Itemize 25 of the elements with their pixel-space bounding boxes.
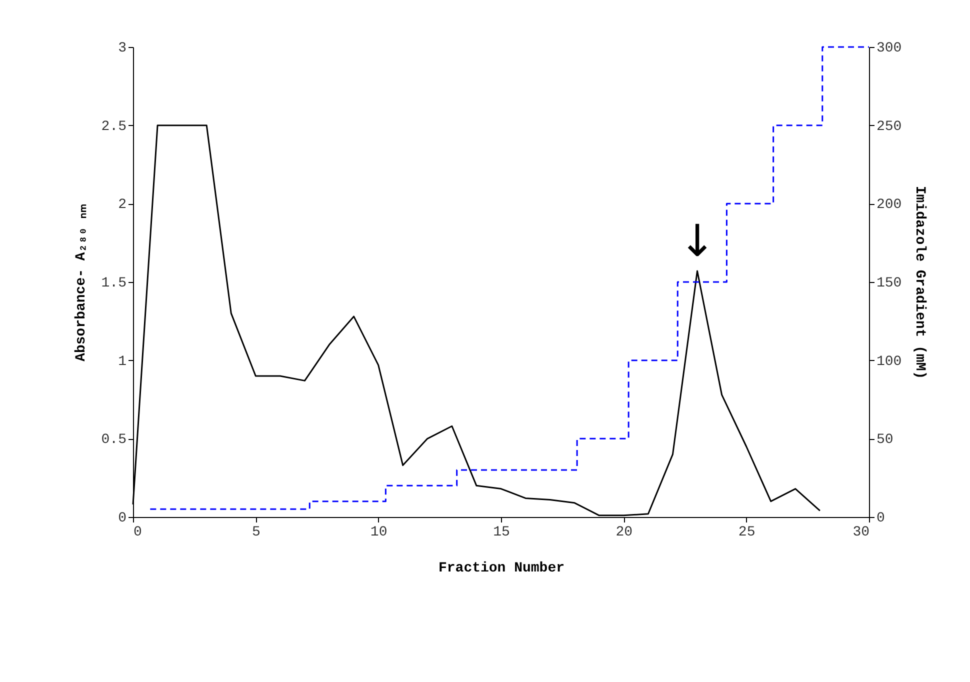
x-tick-label: 15	[493, 524, 510, 540]
y2-tick-label: 100	[876, 354, 902, 370]
y-axis-title: Absorbance- A₂₈₀ ₙₘ	[73, 204, 90, 362]
y-tick-label: 2	[118, 197, 126, 214]
y-tick-label: 3	[118, 40, 126, 56]
annotation: ↓	[678, 216, 716, 268]
x-tick-label: 10	[370, 524, 388, 540]
y2-tick-label: 0	[876, 510, 885, 526]
x-tick-label: 30	[852, 524, 870, 540]
y2-tick-label: 200	[876, 197, 902, 214]
x-tick-label: 5	[252, 524, 260, 540]
y-tick-label: 0	[118, 510, 126, 526]
y-tick-label: 1.5	[101, 276, 126, 292]
x-tick-label: 25	[738, 524, 756, 540]
y2-tick-label: 300	[876, 40, 902, 56]
y2-axis-title: Imidazole Gradient (mM)	[912, 186, 928, 380]
y-tick-label: 2.5	[101, 118, 126, 135]
y-tick-label: 0.5	[101, 432, 126, 448]
x-tick-label: 20	[616, 524, 633, 540]
x-tick-label: 0	[134, 524, 142, 540]
y2-tick-label: 250	[876, 118, 902, 135]
y2-tick-label: 150	[876, 276, 902, 292]
y2-tick-label: 50	[876, 432, 894, 448]
y-tick-label: 1	[118, 354, 126, 370]
x-axis-title: Fraction Number	[438, 560, 565, 576]
